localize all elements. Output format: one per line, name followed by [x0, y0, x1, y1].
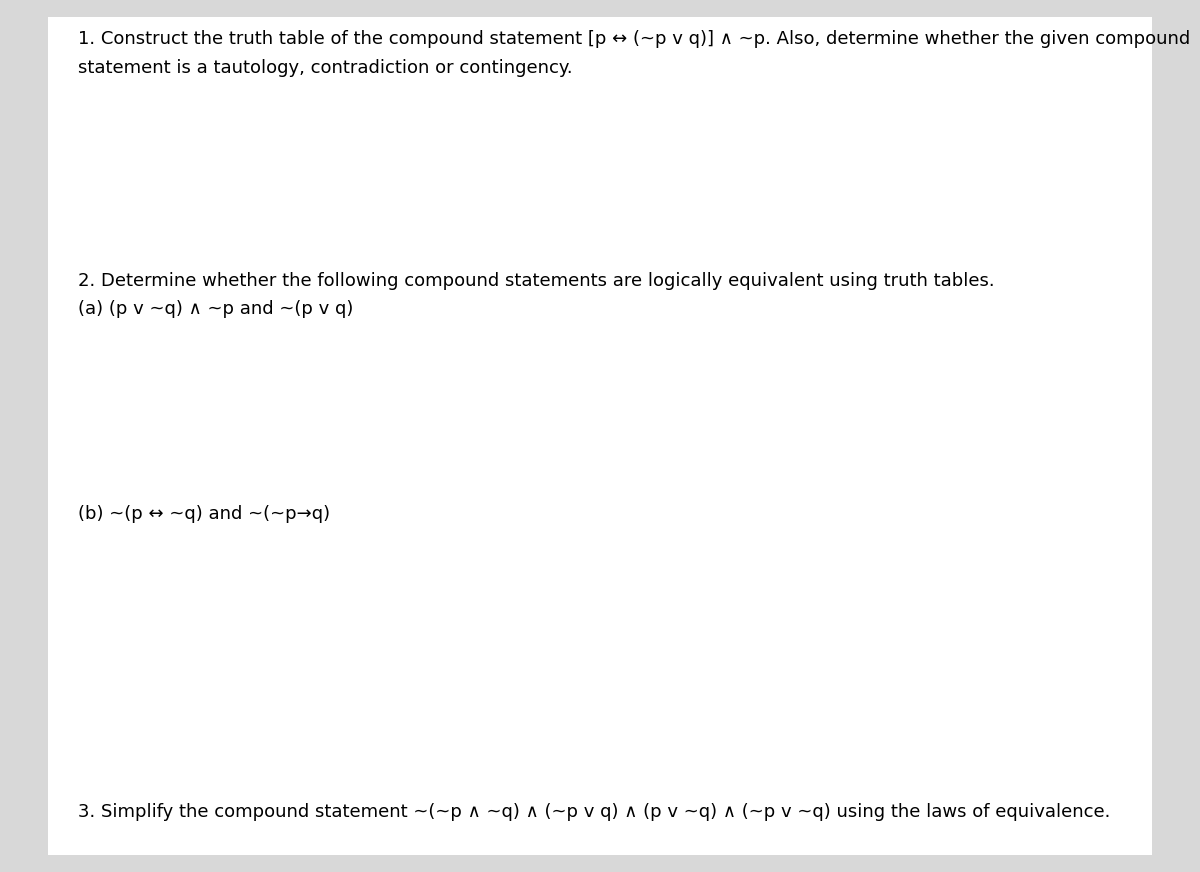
Text: statement is a tautology, contradiction or contingency.: statement is a tautology, contradiction … — [78, 58, 572, 77]
FancyBboxPatch shape — [48, 17, 1152, 855]
Text: (b) ~(p ↔ ~q) and ~(~p→q): (b) ~(p ↔ ~q) and ~(~p→q) — [78, 505, 330, 523]
Text: (a) (p v ~q) ∧ ~p and ~(p v q): (a) (p v ~q) ∧ ~p and ~(p v q) — [78, 300, 353, 318]
Text: 2. Determine whether the following compound statements are logically equivalent : 2. Determine whether the following compo… — [78, 271, 995, 290]
Text: 3. Simplify the compound statement ~(~p ∧ ~q) ∧ (~p v q) ∧ (p v ~q) ∧ (~p v ~q) : 3. Simplify the compound statement ~(~p … — [78, 803, 1110, 821]
Text: 1. Construct the truth table of the compound statement [p ↔ (~p v q)] ∧ ~p. Also: 1. Construct the truth table of the comp… — [78, 30, 1190, 48]
